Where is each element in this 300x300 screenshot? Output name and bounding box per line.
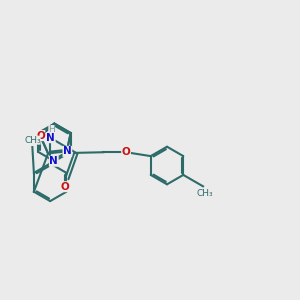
Text: N: N (46, 133, 55, 143)
Text: H: H (48, 125, 55, 134)
Text: CH₃: CH₃ (196, 189, 213, 198)
Text: N: N (63, 146, 72, 156)
Text: N: N (50, 156, 58, 166)
Text: O: O (36, 130, 45, 141)
Text: CH₃: CH₃ (24, 136, 41, 145)
Text: O: O (122, 147, 130, 157)
Text: O: O (61, 182, 70, 192)
